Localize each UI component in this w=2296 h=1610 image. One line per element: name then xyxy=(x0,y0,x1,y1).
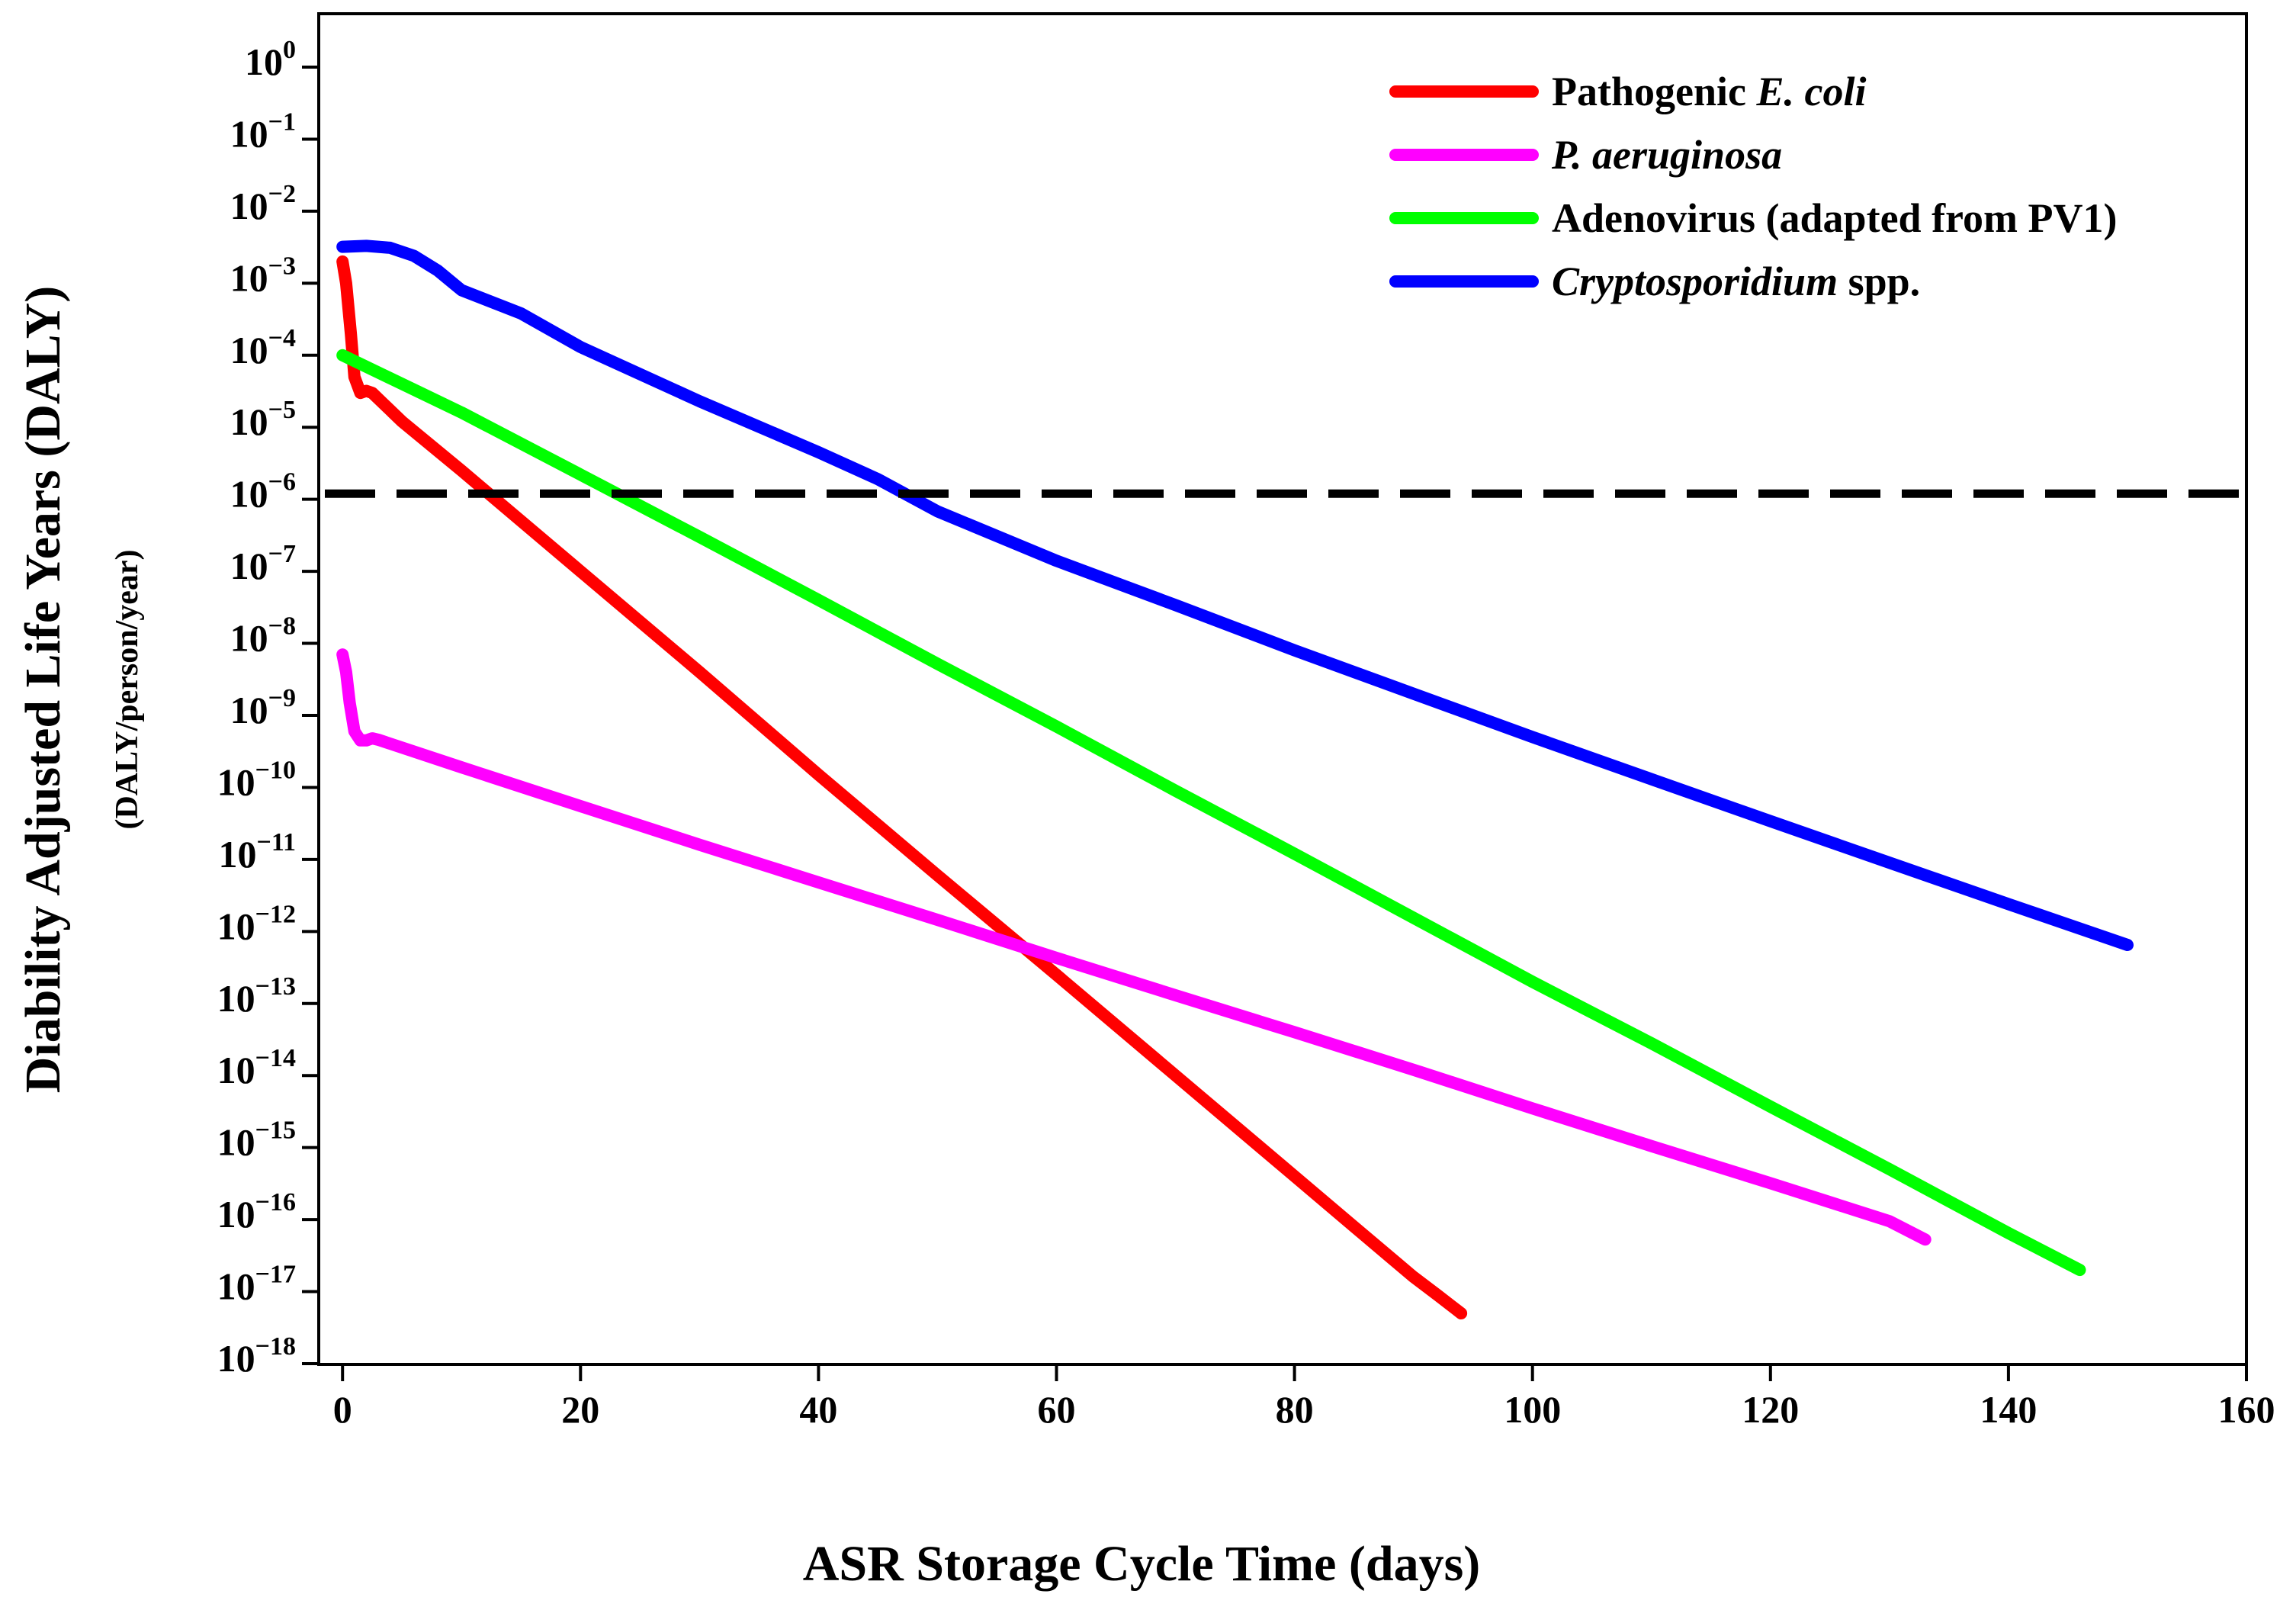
y-tick-label: 10−18 xyxy=(217,1332,296,1380)
legend-label: Cryptosporidium spp. xyxy=(1552,259,1920,304)
y-tick-label: 10−4 xyxy=(230,324,296,371)
y-tick-label: 10−1 xyxy=(230,108,296,155)
x-tick-label: 120 xyxy=(1742,1388,1799,1431)
legend-label: Adenovirus (adapted from PV1) xyxy=(1552,195,2118,241)
y-tick-label: 10−6 xyxy=(230,468,296,516)
y-axis-subtitle: (DALY/person/year) xyxy=(110,549,145,829)
x-tick-label: 0 xyxy=(333,1388,352,1431)
y-tick-label: 10−7 xyxy=(230,540,296,587)
x-tick-label: 140 xyxy=(1980,1388,2037,1431)
y-tick-label: 10−9 xyxy=(230,684,296,731)
y-axis-title: Diability Adjusted Life Years (DALY) xyxy=(15,286,71,1093)
y-tick-label: 10−5 xyxy=(230,396,296,443)
legend-label: P. aeruginosa xyxy=(1551,132,1782,178)
x-tick-label: 80 xyxy=(1276,1388,1314,1431)
y-tick-label: 10−13 xyxy=(217,972,296,1020)
y-tick-label: 10−12 xyxy=(217,900,296,947)
x-axis-title: ASR Storage Cycle Time (days) xyxy=(803,1536,1481,1592)
y-tick-label: 10−2 xyxy=(230,180,296,227)
series-line-1 xyxy=(336,648,1932,1246)
legend-label: Pathogenic E. coli xyxy=(1552,69,1866,114)
x-axis: 0 20 40 60 80 100 120 140 160 xyxy=(333,1364,2275,1431)
plot-frame xyxy=(317,12,2248,1366)
x-tick-label: 40 xyxy=(799,1388,837,1431)
y-tick-label: 10−8 xyxy=(230,612,296,660)
y-tick-label: 10−11 xyxy=(219,828,297,876)
x-tick-label: 20 xyxy=(561,1388,599,1431)
y-tick-label: 10−3 xyxy=(230,252,296,299)
y-tick-label: 10−15 xyxy=(217,1117,296,1164)
legend: Pathogenic E. coli P. aeruginosa Adenoviru… xyxy=(1389,69,2118,304)
y-tick-label: 10−10 xyxy=(217,756,296,803)
x-tick-label: 160 xyxy=(2218,1388,2275,1431)
y-tick-label: 10−17 xyxy=(217,1261,296,1308)
series-line-0 xyxy=(336,255,1468,1319)
y-tick-label: 10−14 xyxy=(217,1044,296,1091)
y-tick-label: 100 xyxy=(245,36,296,83)
x-tick-label: 100 xyxy=(1504,1388,1561,1431)
series-line-2 xyxy=(336,349,2086,1277)
x-tick-label: 60 xyxy=(1038,1388,1076,1431)
y-tick-label: 10−16 xyxy=(217,1188,296,1236)
y-axis: 100 10−1 10−2 10−3 10−4 10−5 10−6 10−7 10−8 10−9 1… xyxy=(217,36,319,1380)
